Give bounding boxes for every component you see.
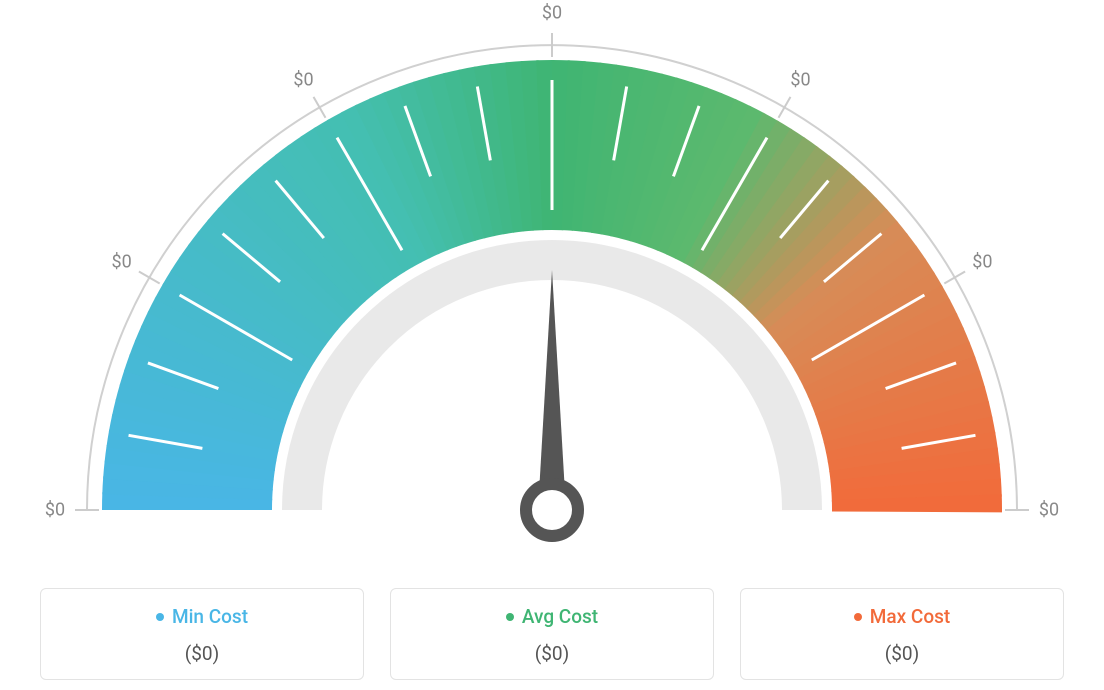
gauge-tick-label: $0 xyxy=(111,251,131,272)
legend-value: ($0) xyxy=(751,642,1053,665)
gauge-tick-label: $0 xyxy=(790,69,810,90)
gauge-tick-label: $0 xyxy=(972,251,992,272)
legend-card-max: Max Cost ($0) xyxy=(740,588,1064,680)
legend-row: Min Cost ($0) Avg Cost ($0) Max Cost ($0… xyxy=(40,588,1064,680)
dot-icon xyxy=(506,613,514,621)
gauge-svg xyxy=(52,10,1052,570)
legend-card-min: Min Cost ($0) xyxy=(40,588,364,680)
gauge-tick-label: $0 xyxy=(542,3,562,24)
gauge-tick-label: $0 xyxy=(45,500,65,521)
legend-title-avg: Avg Cost xyxy=(506,605,598,628)
legend-value: ($0) xyxy=(51,642,353,665)
legend-value: ($0) xyxy=(401,642,703,665)
legend-card-avg: Avg Cost ($0) xyxy=(390,588,714,680)
legend-label: Max Cost xyxy=(870,605,950,628)
legend-title-max: Max Cost xyxy=(854,605,950,628)
legend-label: Min Cost xyxy=(172,605,248,628)
gauge-chart: $0 $0 $0 $0 $0 $0 $0 xyxy=(0,0,1104,560)
legend-title-min: Min Cost xyxy=(156,605,248,628)
dot-icon xyxy=(156,613,164,621)
legend-label: Avg Cost xyxy=(522,605,598,628)
cost-gauge-container: $0 $0 $0 $0 $0 $0 $0 Min Cost ($0) Avg Cost ($… xyxy=(0,0,1104,690)
gauge-tick-label: $0 xyxy=(1039,500,1059,521)
gauge-tick-label: $0 xyxy=(293,69,313,90)
dot-icon xyxy=(854,613,862,621)
